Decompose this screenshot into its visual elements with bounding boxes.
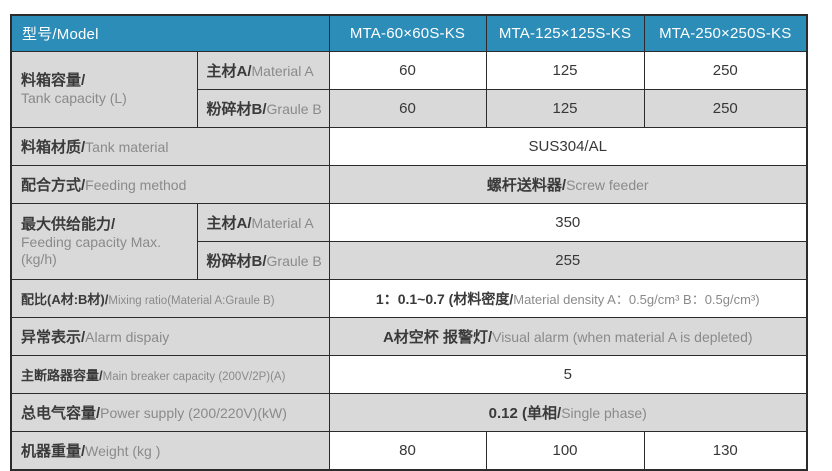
header-row: 型号/Model MTA-60×60S-KS MTA-125×125S-KS M…	[10, 14, 808, 52]
feeding-method-label: 配合方式/Feeding method	[10, 165, 330, 204]
tank-material-label: 料箱材质/Tank material	[10, 127, 330, 166]
row-tank-capacity-material-a: 料箱容量/ Tank capacity (L) 主材A/Material A 6…	[10, 51, 808, 128]
weight-label-en: Weight (kg )	[85, 443, 161, 459]
mixing-ratio-value: 1：0.1~0.7 (材料密度/Material density A：0.5g/…	[328, 279, 808, 318]
model-2-name: MTA-125×125S-KS	[498, 25, 632, 42]
main-breaker-value: 5	[328, 355, 808, 394]
tank-capacity-b-value-2: 125	[485, 89, 645, 128]
feeding-capacity-b-value: 255	[328, 241, 808, 280]
tank-material-label-zh: 料箱材质/	[21, 139, 86, 156]
feeding-method-label-en: Feeding method	[85, 177, 187, 193]
feeding-capacity-a-value: 350	[328, 203, 808, 242]
tank-capacity-a-value-3: 250	[643, 51, 808, 90]
tank-capacity-label: 料箱容量/ Tank capacity (L)	[10, 51, 198, 128]
feeding-capacity-label: 最大供给能力/ Feeding capacity Max. (kg/h)	[10, 203, 198, 280]
tank-capacity-label-en: Tank capacity (L)	[21, 90, 127, 107]
row-tank-material: 料箱材质/Tank material SUS304/AL	[10, 127, 808, 166]
material-a-zh: 主材A/	[206, 63, 252, 80]
row-feeding-capacity-graule-b: 粉碎材B/Graule B 255	[11, 241, 808, 280]
row-feeding-capacity-material-a: 最大供给能力/ Feeding capacity Max. (kg/h) 主材A…	[10, 203, 808, 280]
feeding-method-value: 螺杆送料器/Screw feeder	[328, 165, 808, 204]
weight-value-3: 130	[643, 431, 808, 471]
power-label-en: Power supply (200/220V)(kW)	[100, 405, 287, 421]
tank-capacity-b-value-3: 250	[643, 89, 808, 128]
model-column-1: MTA-60×60S-KS	[328, 14, 487, 52]
row-tank-capacity-graule-b: 粉碎材B/Graule B 60 125 250	[11, 89, 808, 128]
tank-capacity-a-value-2: 125	[485, 51, 645, 90]
tank-capacity-b-value-1: 60	[328, 89, 487, 128]
power-supply-label: 总电气容量/Power supply (200/220V)(kW)	[10, 393, 330, 432]
model-1-name: MTA-60×60S-KS	[349, 25, 466, 42]
tank-capacity-a-value-1: 60	[328, 51, 487, 90]
model-header-text: 型号/Model	[22, 26, 99, 43]
spec-table: 型号/Model MTA-60×60S-KS MTA-125×125S-KS M…	[10, 14, 808, 471]
row-weight: 机器重量/Weight (kg ) 80 100 130	[10, 431, 808, 471]
tank-material-value: SUS304/AL	[328, 127, 808, 166]
material-a-en: Material A	[251, 63, 314, 79]
feeding-capacity-label-en1: Feeding capacity Max.	[21, 234, 162, 251]
feeding-capacity-material-a-sublabel: 主材A/Material A	[196, 203, 330, 242]
alarm-label-zh: 异常表示/	[21, 329, 86, 346]
mixing-ratio-label-zh: 配比(A材:B材)/	[21, 291, 109, 307]
mixing-ratio-label-en: Mixing ratio(Material A:Graule B)	[108, 294, 275, 307]
model-header-label: 型号/Model	[10, 14, 330, 52]
main-breaker-label: 主断路器容量/Main breaker capacity (200V/2P)(A…	[10, 355, 330, 394]
row-main-breaker: 主断路器容量/Main breaker capacity (200V/2P)(A…	[10, 355, 808, 394]
tank-capacity-label-zh: 料箱容量/	[21, 72, 86, 90]
row-feeding-method: 配合方式/Feeding method 螺杆送料器/Screw feeder	[10, 165, 808, 204]
weight-value-2: 100	[485, 431, 645, 471]
tank-material-label-en: Tank material	[85, 139, 169, 155]
graule-b-en: Graule B	[266, 101, 322, 117]
row-alarm-display: 异常表示/Alarm dispaiy A材空杯 报警灯/Visual alarm…	[10, 317, 808, 356]
tank-capacity-graule-b-sublabel: 粉碎材B/Graule B	[196, 89, 330, 128]
model-3-name: MTA-250×250S-KS	[659, 25, 792, 42]
breaker-label-zh: 主断路器容量/	[21, 367, 103, 383]
model-column-3: MTA-250×250S-KS	[643, 14, 808, 52]
feeding-capacity-label-zh: 最大供给能力/	[21, 216, 116, 234]
mixing-ratio-label: 配比(A材:B材)/Mixing ratio(Material A:Graule…	[10, 279, 330, 318]
power-supply-value: 0.12 (单相/Single phase)	[328, 393, 808, 432]
feeding-capacity-label-en2: (kg/h)	[21, 250, 57, 267]
weight-label: 机器重量/Weight (kg )	[10, 431, 330, 471]
tank-capacity-material-a-sublabel: 主材A/Material A	[196, 51, 330, 90]
model-column-2: MTA-125×125S-KS	[485, 14, 645, 52]
alarm-display-label: 异常表示/Alarm dispaiy	[10, 317, 330, 356]
power-label-zh: 总电气容量/	[21, 405, 101, 422]
feeding-method-label-zh: 配合方式/	[21, 177, 86, 194]
weight-value-1: 80	[328, 431, 487, 471]
row-mixing-ratio: 配比(A材:B材)/Mixing ratio(Material A:Graule…	[10, 279, 808, 318]
row-power-supply: 总电气容量/Power supply (200/220V)(kW) 0.12 (…	[10, 393, 808, 432]
alarm-display-value: A材空杯 报警灯/Visual alarm (when material A i…	[328, 317, 808, 356]
graule-b-zh: 粉碎材B/	[206, 101, 267, 118]
feeding-capacity-graule-b-sublabel: 粉碎材B/Graule B	[196, 241, 330, 280]
weight-label-zh: 机器重量/	[21, 443, 86, 460]
alarm-label-en: Alarm dispaiy	[85, 329, 170, 345]
breaker-label-en: Main breaker capacity (200V/2P)(A)	[102, 370, 286, 383]
